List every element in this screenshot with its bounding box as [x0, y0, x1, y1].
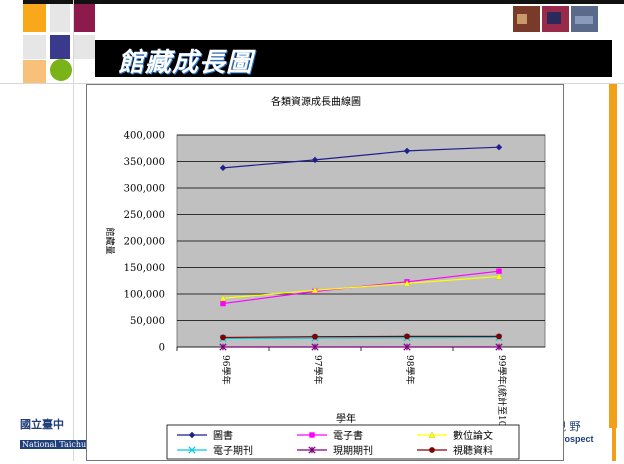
x-tick-label: 99學年(統計至100/2) — [496, 355, 508, 444]
x-tick-label: 97學年 — [312, 355, 324, 384]
decorative-squares — [23, 4, 95, 83]
data-point — [311, 343, 319, 351]
legend-marker — [188, 446, 196, 454]
top-border — [23, 0, 624, 4]
chart-title: 各類資源成長曲線圖 — [271, 95, 361, 108]
y-tick-label: 300,000 — [124, 184, 165, 195]
legend-label: 圖書 — [213, 429, 233, 442]
prospect-text-cn: 視 野 — [555, 420, 581, 433]
data-point — [403, 343, 411, 351]
chart-container: 各類資源成長曲線圖 0 50,000 100,000 150,000 200,000 250… — [86, 84, 564, 461]
data-point — [495, 272, 503, 280]
logo-text-en: National Taichun — [20, 440, 94, 449]
series-line — [222, 336, 500, 340]
data-point — [219, 164, 227, 172]
x-axis-label: 學年 — [336, 412, 356, 425]
data-point — [403, 147, 411, 155]
university-logo: 國立臺中 National Taichun — [20, 416, 100, 449]
series-line — [222, 335, 499, 339]
data-point — [220, 334, 226, 341]
y-tick-label: 400,000 — [124, 131, 165, 142]
data-point — [220, 300, 226, 307]
data-point — [219, 294, 227, 302]
title-banner — [95, 40, 612, 77]
y-tick-label: 50,000 — [130, 316, 165, 327]
x-tick-label: 98學年 — [404, 355, 416, 384]
legend-label: 電子期刊 — [213, 445, 253, 457]
data-point — [311, 156, 319, 164]
series-line — [222, 146, 500, 169]
guide-line-vertical — [73, 0, 74, 461]
line-chart: 各類資源成長曲線圖 0 50,000 100,000 150,000 200,000 250… — [104, 95, 546, 460]
legend-label: 數位論文 — [453, 429, 493, 442]
y-tick-label: 100,000 — [124, 290, 165, 301]
legend — [166, 424, 520, 460]
accent-stripe — [609, 84, 617, 428]
legend-marker — [309, 432, 315, 438]
data-point — [219, 343, 227, 351]
data-point — [496, 333, 502, 340]
y-tick-label: 150,000 — [124, 263, 165, 274]
guide-line-horizontal — [0, 83, 624, 84]
data-point — [496, 268, 502, 274]
y-tick-label: 250,000 — [124, 210, 165, 221]
legend-label: 現期期刊 — [333, 445, 373, 457]
data-point — [311, 286, 319, 294]
data-point — [312, 333, 318, 340]
legend-marker — [429, 447, 435, 453]
series-line — [222, 275, 500, 299]
y-tick-label: 0 — [159, 343, 165, 354]
data-point — [404, 333, 410, 340]
photo-thumbnails — [513, 6, 598, 32]
data-point — [403, 279, 411, 287]
legend-label: 視聽資料 — [453, 444, 493, 457]
accent-stripe-lower — [612, 428, 616, 461]
data-point — [495, 343, 503, 351]
y-tick-label: 200,000 — [124, 237, 165, 248]
slide-title: 館藏成長圖 — [118, 48, 254, 78]
prospect-logo: 視 野 Prospect — [555, 418, 615, 444]
y-axis-label: 館藏量 — [104, 227, 116, 254]
legend-marker — [428, 431, 436, 438]
logo-text-cn: 國立臺中 — [20, 418, 64, 431]
y-tick-label: 350,000 — [124, 157, 165, 168]
legend-marker — [308, 446, 316, 454]
x-tick-label: 96學年 — [220, 355, 232, 384]
prospect-text-en: Prospect — [555, 434, 594, 444]
legend-label: 電子書 — [333, 429, 363, 442]
